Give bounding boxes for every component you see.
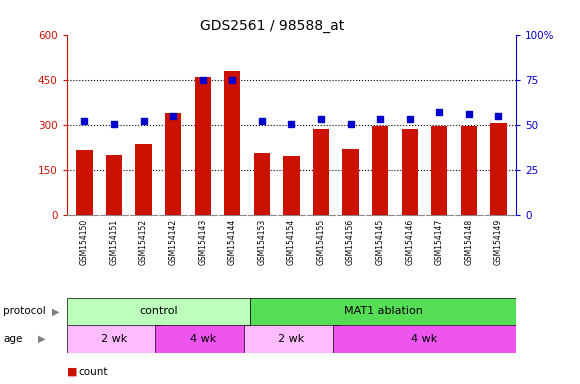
Text: MAT1 ablation: MAT1 ablation — [344, 306, 423, 316]
Bar — [401, 129, 418, 215]
Bar — [333, 325, 516, 353]
Bar — [283, 156, 300, 215]
Bar — [250, 298, 516, 325]
Bar — [224, 71, 241, 215]
Text: GSM154153: GSM154153 — [258, 219, 266, 265]
Text: GSM154145: GSM154145 — [376, 219, 385, 265]
Bar — [253, 153, 270, 215]
Text: control: control — [139, 306, 177, 316]
Text: ▶: ▶ — [52, 306, 60, 316]
Text: protocol: protocol — [3, 306, 46, 316]
Text: GDS2561 / 98588_at: GDS2561 / 98588_at — [201, 19, 345, 33]
Bar — [244, 325, 339, 353]
Text: GSM154147: GSM154147 — [435, 219, 444, 265]
Text: 2 wk: 2 wk — [101, 334, 127, 344]
Bar — [342, 149, 358, 215]
Text: age: age — [3, 334, 22, 344]
Text: 4 wk: 4 wk — [411, 334, 438, 344]
Bar — [313, 129, 329, 215]
Text: GSM154155: GSM154155 — [317, 219, 325, 265]
Bar — [490, 123, 506, 215]
Bar — [67, 298, 250, 325]
Text: GSM154156: GSM154156 — [346, 219, 355, 265]
Bar — [155, 325, 250, 353]
Text: 2 wk: 2 wk — [278, 334, 304, 344]
Text: GSM154148: GSM154148 — [465, 219, 473, 265]
Bar — [136, 144, 152, 215]
Bar — [431, 126, 447, 215]
Text: count: count — [78, 367, 108, 377]
Bar — [372, 126, 388, 215]
Text: GSM154151: GSM154151 — [110, 219, 118, 265]
Text: GSM154143: GSM154143 — [198, 219, 207, 265]
Text: GSM154154: GSM154154 — [287, 219, 296, 265]
Bar — [77, 151, 93, 215]
Text: GSM154142: GSM154142 — [169, 219, 177, 265]
Text: ■: ■ — [67, 367, 77, 377]
Bar — [106, 155, 122, 215]
Bar — [67, 325, 161, 353]
Bar — [461, 126, 477, 215]
Text: 4 wk: 4 wk — [190, 334, 216, 344]
Text: GSM154146: GSM154146 — [405, 219, 414, 265]
Text: GSM154150: GSM154150 — [80, 219, 89, 265]
Bar — [165, 113, 182, 215]
Bar — [195, 77, 211, 215]
Text: ▶: ▶ — [38, 334, 45, 344]
Text: GSM154144: GSM154144 — [228, 219, 237, 265]
Text: GSM154152: GSM154152 — [139, 219, 148, 265]
Text: GSM154149: GSM154149 — [494, 219, 503, 265]
